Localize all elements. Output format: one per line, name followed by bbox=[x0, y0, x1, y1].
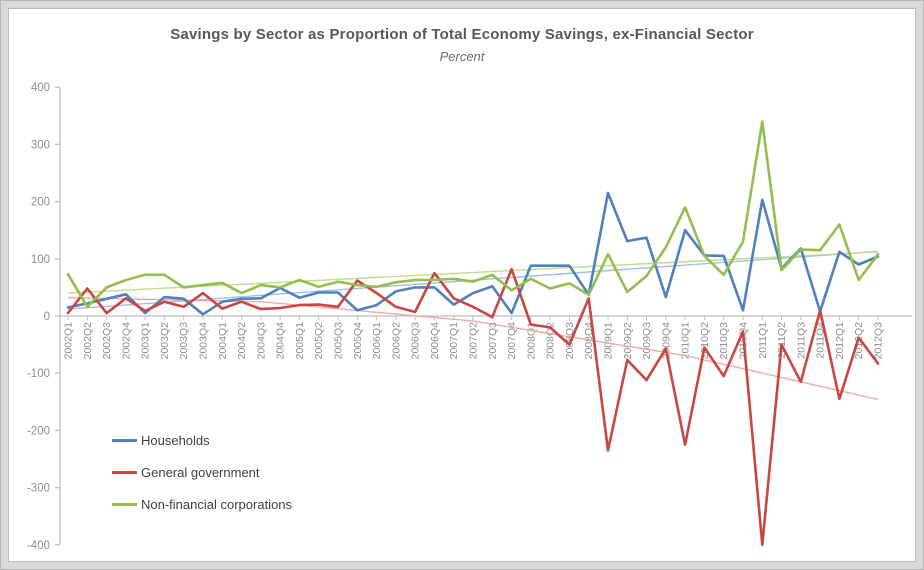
x-axis-label: 2002Q3 bbox=[101, 322, 113, 360]
x-axis-label: 2006Q3 bbox=[410, 322, 422, 360]
x-axis-label: 2006Q2 bbox=[390, 322, 402, 360]
y-axis-label: 400 bbox=[31, 82, 50, 94]
x-axis-label: 2007Q2 bbox=[468, 322, 480, 360]
y-axis-label: 100 bbox=[31, 254, 50, 266]
x-axis-label: 2002Q2 bbox=[82, 322, 94, 360]
x-axis-label: 2002Q4 bbox=[120, 322, 132, 360]
x-axis-label: 2005Q3 bbox=[333, 322, 345, 360]
x-axis-label: 2005Q4 bbox=[352, 322, 364, 360]
x-axis-label: 2005Q2 bbox=[313, 322, 325, 360]
government-line-swatch bbox=[112, 470, 137, 474]
x-axis-label: 2010Q3 bbox=[718, 322, 730, 360]
trendline-households bbox=[67, 250, 879, 310]
legend-item-government: General government bbox=[112, 464, 292, 480]
x-axis-label: 2006Q4 bbox=[429, 322, 441, 360]
y-axis-label: -100 bbox=[27, 368, 50, 380]
x-axis-label: 2012Q2 bbox=[853, 322, 865, 360]
x-axis-label: 2003Q1 bbox=[140, 322, 152, 360]
x-axis-label: 2006Q1 bbox=[371, 322, 383, 360]
x-axis-label: 2003Q4 bbox=[198, 322, 210, 360]
x-axis-label: 2009Q1 bbox=[603, 322, 615, 360]
series-line-general-government bbox=[66, 267, 880, 547]
y-axis-label: -200 bbox=[27, 425, 50, 437]
households-line-swatch bbox=[112, 438, 137, 442]
chart-subtitle: Percent bbox=[439, 49, 485, 64]
chart-canvas bbox=[8, 8, 916, 562]
y-axis-label: 0 bbox=[44, 311, 50, 323]
x-axis-label: 2011Q1 bbox=[757, 322, 769, 359]
x-axis-label: 2009Q4 bbox=[660, 322, 672, 360]
x-axis-label: 2003Q3 bbox=[178, 322, 190, 360]
legend-label-households: Households bbox=[141, 432, 210, 448]
y-axis-label: 300 bbox=[31, 139, 50, 151]
x-axis-label: 2004Q3 bbox=[255, 322, 267, 360]
x-axis-label: 2004Q2 bbox=[236, 322, 248, 360]
legend-label-corporations: Non-financial corporations bbox=[141, 496, 293, 512]
legend-item-households: Households bbox=[112, 432, 292, 448]
x-axis-label: 2007Q1 bbox=[448, 322, 460, 360]
x-axis-label: 2012Q1 bbox=[834, 322, 846, 360]
chart-legend: Households General government Non-financ… bbox=[112, 432, 292, 528]
x-axis-label: 2010Q2 bbox=[699, 322, 711, 360]
x-axis-label: 2003Q2 bbox=[159, 322, 171, 360]
x-axis-label: 2012Q3 bbox=[873, 322, 885, 360]
chart-title: Savings by Sector as Proportion of Total… bbox=[170, 26, 754, 43]
y-axis-label: 200 bbox=[31, 197, 50, 209]
x-axis-label: 2007Q3 bbox=[487, 322, 499, 360]
x-axis-label: 2010Q1 bbox=[680, 322, 692, 360]
x-axis-label: 2004Q1 bbox=[217, 322, 229, 360]
x-axis-label: 2008Q1 bbox=[525, 322, 537, 360]
x-axis-label: 2011Q3 bbox=[795, 322, 807, 359]
trendline-general-government bbox=[67, 297, 879, 401]
series-line-households bbox=[66, 191, 880, 316]
y-axis-label: -400 bbox=[27, 540, 50, 552]
legend-item-corporations: Non-financial corporations bbox=[112, 496, 292, 512]
corporations-line-swatch bbox=[112, 502, 137, 506]
legend-label-government: General government bbox=[141, 464, 260, 480]
x-axis-label: 2009Q3 bbox=[641, 322, 653, 360]
x-axis-label: 2002Q1 bbox=[63, 322, 75, 360]
x-axis-label: 2004Q4 bbox=[275, 322, 287, 360]
y-axis-label: -300 bbox=[27, 483, 50, 495]
x-axis-label: 2007Q4 bbox=[506, 322, 518, 360]
x-axis-label: 2005Q1 bbox=[294, 322, 306, 360]
x-axis-label: 2009Q2 bbox=[622, 322, 634, 360]
series-line-non-financial-corporations bbox=[66, 120, 880, 309]
